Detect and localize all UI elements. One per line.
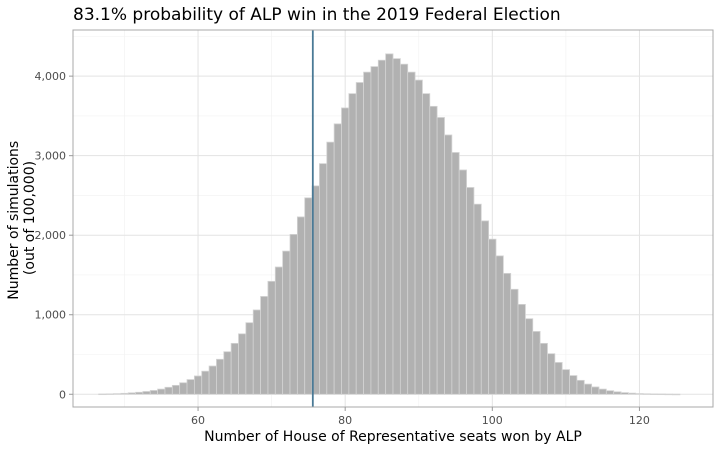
x-axis: 60 80 100 120: [191, 407, 650, 427]
histogram-bar: [517, 303, 526, 395]
histogram-bar: [613, 391, 622, 395]
histogram-bar: [105, 393, 114, 395]
histogram-bar: [355, 82, 364, 395]
histogram-bar: [171, 384, 181, 395]
y-tick-label: 4,000: [35, 70, 67, 83]
histogram-bar: [113, 393, 122, 395]
histogram-bar: [466, 187, 475, 395]
histogram-bar: [289, 234, 298, 395]
histogram-bar: [230, 342, 239, 395]
histogram-bar: [164, 386, 173, 395]
histogram-bar: [642, 393, 651, 395]
histogram-bar: [532, 331, 541, 395]
histogram-bar: [201, 370, 210, 395]
histogram-bar: [502, 272, 512, 395]
y-axis-title-line-2: (out of 100,000): [22, 161, 38, 275]
histogram-bar: [333, 123, 342, 395]
histogram-bar: [547, 353, 556, 395]
histogram-bar: [407, 71, 416, 395]
histogram-bar: [458, 169, 467, 395]
histogram-bar: [319, 163, 328, 395]
histogram-bar: [120, 392, 129, 395]
x-tick-label: 100: [482, 414, 503, 427]
histogram-bar: [208, 365, 217, 395]
histogram-bar: [650, 393, 659, 395]
histogram-bar: [444, 134, 453, 395]
histogram-bar: [664, 393, 673, 396]
histogram-bar: [304, 197, 313, 395]
histogram-bar: [591, 386, 600, 395]
histogram-bar: [377, 59, 387, 395]
histogram-bar: [576, 379, 585, 395]
histogram-bar: [598, 388, 607, 395]
histogram-bar: [525, 318, 534, 395]
histogram-bar: [620, 392, 629, 395]
x-tick-label: 80: [338, 414, 352, 427]
histogram-bar: [635, 393, 644, 395]
histogram-bar: [127, 392, 136, 395]
histogram-bar: [245, 322, 254, 395]
histogram-bar: [657, 393, 666, 396]
histogram-bar: [422, 93, 431, 395]
histogram-bar: [510, 288, 519, 395]
histogram-bar: [370, 66, 379, 395]
histogram-bar: [267, 280, 276, 395]
histogram-bar: [414, 79, 423, 395]
y-axis: 0 1,000 2,000 3,000 4,000: [35, 70, 73, 401]
histogram-bar: [583, 383, 593, 395]
histogram-bar: [193, 375, 203, 395]
y-tick-label: 1,000: [35, 309, 67, 322]
histogram-bar: [605, 390, 615, 395]
histogram-bar: [274, 266, 284, 395]
y-tick-label: 2,000: [35, 229, 67, 242]
histogram-bar: [296, 216, 306, 395]
histogram-bar: [149, 390, 158, 395]
histogram-bar: [569, 375, 578, 395]
y-axis-title: Number of simulations (out of 100,000): [6, 136, 38, 299]
x-axis-title: Number of House of Representative seats …: [204, 429, 582, 445]
y-axis-title-line-1: Number of simulations: [6, 141, 22, 300]
histogram-bar: [473, 203, 482, 395]
histogram-bar: [252, 309, 261, 395]
histogram-bar: [282, 250, 291, 395]
y-tick-label: 0: [59, 388, 66, 401]
histogram-bar: [385, 53, 394, 395]
histogram-bar: [238, 333, 247, 395]
histogram-bar: [260, 296, 269, 395]
histogram-bars: [98, 53, 681, 396]
histogram-bar: [436, 117, 445, 395]
histogram-bar: [348, 93, 357, 395]
histogram-bar: [98, 393, 107, 396]
histogram-bar: [495, 255, 504, 395]
x-tick-label: 60: [191, 414, 205, 427]
histogram-bar: [628, 392, 637, 395]
chart-title: 83.1% probability of ALP win in the 2019…: [73, 5, 561, 25]
histogram-bar: [488, 238, 497, 395]
histogram-bar: [451, 152, 460, 395]
histogram-bar: [561, 369, 570, 395]
histogram-bar: [363, 71, 372, 395]
histogram-bar: [142, 391, 151, 395]
histogram-bar: [326, 141, 335, 395]
histogram-bar: [480, 220, 490, 395]
histogram-bar: [539, 342, 548, 395]
histogram-bar: [429, 105, 438, 395]
y-tick-label: 3,000: [35, 150, 67, 163]
x-tick-label: 120: [629, 414, 650, 427]
histogram-bar: [672, 393, 681, 396]
histogram-bar: [135, 391, 144, 395]
histogram-bar: [223, 351, 232, 395]
histogram-bar: [399, 63, 409, 395]
histogram-bar: [179, 382, 188, 395]
histogram-bar: [554, 362, 563, 395]
histogram-bar: [392, 58, 401, 395]
histogram-bar: [157, 388, 166, 395]
plot-panel-border: [72, 29, 714, 408]
histogram-bar: [186, 379, 195, 395]
histogram-bar: [216, 358, 225, 395]
histogram-bar: [341, 107, 350, 395]
